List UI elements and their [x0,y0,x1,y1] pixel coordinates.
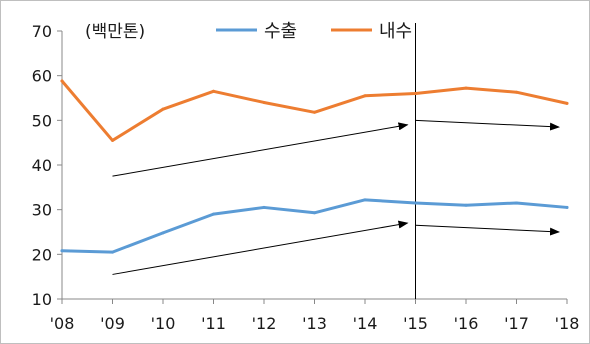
data-point [60,79,64,83]
data-point [414,201,417,205]
x-tick-label: '13 [302,314,327,333]
data-point [161,231,165,235]
data-point [565,101,569,105]
data-point [515,90,518,94]
data-point [262,205,266,209]
series-layer [60,79,569,254]
trend-arrow [112,122,409,177]
data-point [212,89,215,93]
data-point [60,249,64,253]
x-tick-label: '17 [504,314,529,333]
y-tick-label: 50 [32,111,52,130]
series-line-domestic [60,79,569,142]
data-point [363,94,367,98]
legend-label-domestic: 내수 [379,21,412,42]
y-tick-label: 20 [32,245,52,264]
y-tick-label: 30 [32,201,52,220]
data-point [262,100,266,104]
trend-arrow [112,220,409,275]
trend-arrow [415,224,560,236]
y-tick-label: 40 [32,156,52,175]
data-point [111,250,114,254]
x-tick-label: '10 [151,314,176,333]
data-point [464,203,468,207]
data-point [212,212,215,216]
x-tick-label: '11 [201,314,226,333]
data-point [161,107,165,111]
x-tick-label: '12 [252,314,277,333]
data-point [363,198,367,202]
legend: (백만톤) 수출 내수 [85,21,412,42]
y-tick-label: 10 [32,290,52,309]
x-tick-label: '14 [353,314,378,333]
trend-arrow [415,119,560,131]
x-tick-label: '18 [555,314,580,333]
data-point [565,205,569,209]
legend-label-export: 수출 [264,21,297,42]
y-tick-label: 70 [32,22,52,41]
data-point [414,92,417,96]
data-point [313,211,316,215]
series-line-export [60,198,569,254]
x-tick-label: '16 [454,314,479,333]
unit-label: (백만톤) [85,22,145,42]
axes: 10 20 30 40 50 60 70 '08 '09 '10 '11 '12 '13 '14 '15 '1… [32,22,580,333]
data-point [111,138,114,142]
x-tick-label: '15 [403,314,428,333]
y-tick-label: 60 [32,67,52,86]
x-tick-label: '08 [50,314,75,333]
x-tick-label: '09 [100,314,125,333]
data-point [313,110,316,114]
data-point [464,86,468,90]
data-point [515,201,518,205]
annotations [112,23,560,299]
